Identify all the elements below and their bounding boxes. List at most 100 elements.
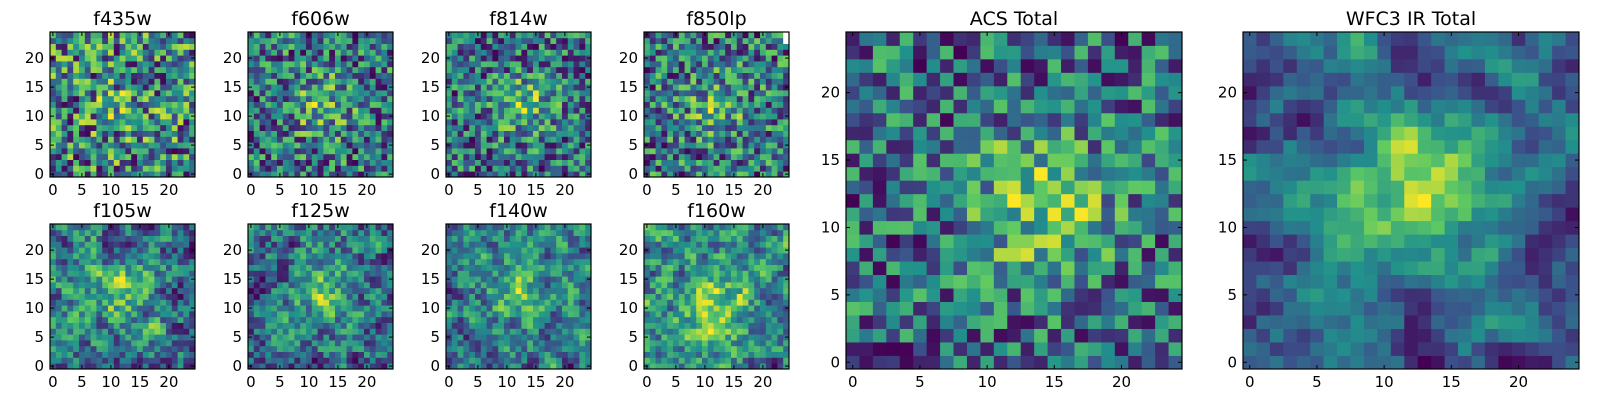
heatmap-cell bbox=[90, 113, 97, 120]
heatmap-cell bbox=[352, 124, 359, 131]
heatmap-cell bbox=[306, 49, 313, 56]
heatmap-cell bbox=[148, 142, 155, 149]
heatmap-cell bbox=[673, 159, 680, 166]
heatmap-cell bbox=[765, 90, 772, 97]
heatmap-cell bbox=[73, 334, 80, 341]
heatmap-cell bbox=[538, 299, 545, 306]
heatmap-cell bbox=[567, 311, 574, 318]
heatmap-cell bbox=[475, 148, 482, 155]
heatmap-cell bbox=[119, 95, 126, 102]
heatmap-cell bbox=[469, 95, 476, 102]
heatmap-cell bbox=[480, 340, 487, 347]
heatmap-cell bbox=[364, 229, 371, 236]
heatmap-cell bbox=[754, 340, 761, 347]
heatmap-cell bbox=[480, 95, 487, 102]
heatmap-cell bbox=[288, 37, 295, 44]
heatmap-cell bbox=[358, 322, 365, 329]
heatmap-cell bbox=[556, 49, 563, 56]
heatmap-cell bbox=[387, 357, 394, 364]
heatmap-cell bbox=[515, 229, 522, 236]
heatmap-cell bbox=[585, 136, 592, 143]
heatmap-cell bbox=[480, 299, 487, 306]
heatmap-cell bbox=[259, 270, 266, 277]
heatmap-cell bbox=[550, 124, 557, 131]
heatmap-cell bbox=[731, 124, 738, 131]
heatmap-cell bbox=[742, 171, 749, 178]
heatmap-cell bbox=[358, 90, 365, 97]
heatmap-cell bbox=[475, 229, 482, 236]
heatmap-cell bbox=[457, 224, 464, 231]
heatmap-cell bbox=[73, 78, 80, 85]
heatmap-cell bbox=[346, 224, 353, 231]
heatmap-cell bbox=[90, 224, 97, 231]
heatmap-cell bbox=[102, 247, 109, 254]
heatmap-cell bbox=[719, 287, 726, 294]
heatmap-cell bbox=[282, 357, 289, 364]
heatmap-cell bbox=[171, 153, 178, 160]
heatmap-cell bbox=[79, 235, 86, 242]
heatmap-cell bbox=[585, 253, 592, 260]
heatmap-cell bbox=[177, 305, 184, 312]
heatmap-cell bbox=[498, 124, 505, 131]
heatmap-cell bbox=[492, 101, 499, 108]
heatmap-cell bbox=[684, 61, 691, 68]
heatmap-cell bbox=[119, 258, 126, 265]
heatmap-cell bbox=[719, 142, 726, 149]
heatmap-cell bbox=[504, 113, 511, 120]
heatmap-cell bbox=[300, 328, 307, 335]
heatmap-cell bbox=[131, 305, 138, 312]
heatmap-cell bbox=[55, 55, 62, 62]
heatmap-cell bbox=[288, 253, 295, 260]
heatmap-cell bbox=[259, 247, 266, 254]
heatmap-cell bbox=[702, 351, 709, 358]
heatmap-cell bbox=[306, 305, 313, 312]
heatmap-cell bbox=[160, 171, 167, 178]
heatmap-cell bbox=[271, 153, 278, 160]
heatmap-cell bbox=[381, 287, 388, 294]
heatmap-cell bbox=[754, 124, 761, 131]
heatmap-cell bbox=[771, 119, 778, 126]
heatmap-cell bbox=[644, 78, 651, 85]
heatmap-cell bbox=[760, 311, 767, 318]
heatmap-cell bbox=[644, 101, 651, 108]
heatmap-cell bbox=[119, 90, 126, 97]
heatmap-cell bbox=[183, 119, 190, 126]
heatmap-cell bbox=[340, 311, 347, 318]
heatmap-cell bbox=[754, 101, 761, 108]
heatmap-cell bbox=[719, 282, 726, 289]
heatmap-cell bbox=[579, 258, 586, 265]
heatmap-cell bbox=[381, 345, 388, 352]
heatmap-cell bbox=[271, 101, 278, 108]
heatmap-cell bbox=[311, 287, 318, 294]
heatmap-cell bbox=[451, 43, 458, 50]
heatmap-cell bbox=[684, 299, 691, 306]
heatmap-cell bbox=[521, 258, 528, 265]
heatmap-cell bbox=[277, 148, 284, 155]
heatmap-cell bbox=[556, 241, 563, 248]
heatmap-cell bbox=[736, 148, 743, 155]
heatmap-cell bbox=[79, 159, 86, 166]
heatmap-cell bbox=[387, 32, 394, 39]
heatmap-cell bbox=[248, 95, 255, 102]
heatmap-cell bbox=[259, 142, 266, 149]
heatmap-cell bbox=[509, 32, 516, 39]
heatmap-cell bbox=[79, 119, 86, 126]
heatmap-cell bbox=[771, 78, 778, 85]
heatmap-cell bbox=[306, 229, 313, 236]
heatmap-cell bbox=[538, 107, 545, 114]
heatmap-cell bbox=[387, 345, 394, 352]
heatmap-cell bbox=[736, 357, 743, 364]
heatmap-cell bbox=[504, 305, 511, 312]
heatmap-cell bbox=[509, 345, 516, 352]
heatmap-cell bbox=[585, 165, 592, 172]
heatmap-cell bbox=[725, 107, 732, 114]
heatmap-cell bbox=[329, 72, 336, 79]
heatmap-cell bbox=[509, 49, 516, 56]
heatmap-cell bbox=[644, 345, 651, 352]
heatmap-cell bbox=[113, 345, 120, 352]
heatmap-cell bbox=[585, 95, 592, 102]
heatmap-cell bbox=[177, 107, 184, 114]
heatmap-cell bbox=[369, 345, 376, 352]
heatmap-cell bbox=[352, 130, 359, 137]
heatmap-cell bbox=[340, 72, 347, 79]
